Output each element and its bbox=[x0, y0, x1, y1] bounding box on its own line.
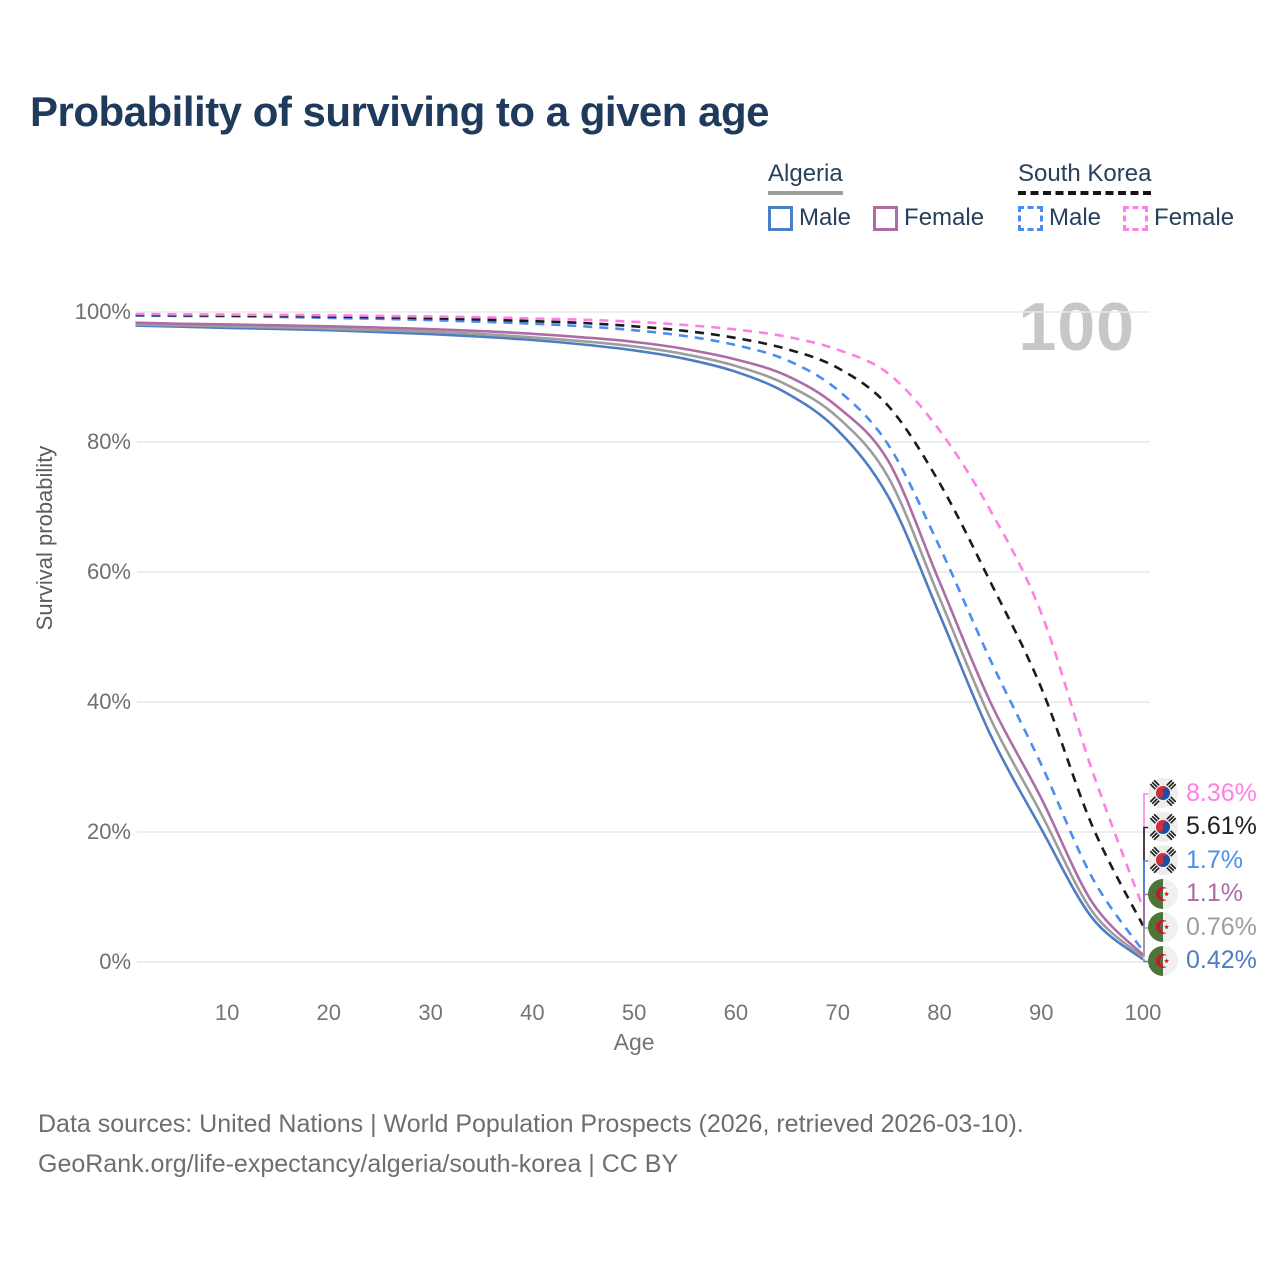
y-tick-label: 100% bbox=[75, 299, 131, 324]
legend-item-south-korea-female[interactable]: Female bbox=[1123, 204, 1234, 232]
legend-group-algeria-title: Algeria bbox=[768, 160, 843, 195]
y-tick-label: 0% bbox=[99, 949, 131, 974]
x-tick-label: 70 bbox=[825, 1000, 849, 1025]
age-watermark: 100 bbox=[1018, 289, 1135, 365]
series-line[interactable] bbox=[135, 314, 1145, 952]
series-line[interactable] bbox=[135, 321, 1144, 956]
y-tick-label: 40% bbox=[87, 689, 131, 714]
legend-item-algeria-male[interactable]: Male bbox=[768, 204, 851, 232]
legend-item-label: Female bbox=[1154, 204, 1235, 231]
x-tick-label: 100 bbox=[1125, 1000, 1162, 1025]
x-tick-label: 10 bbox=[215, 1000, 239, 1025]
legend-group-south-korea: South Korea Male Female bbox=[1018, 160, 1234, 232]
south-korea-male-swatch-icon bbox=[1018, 205, 1043, 231]
x-tick-label: 80 bbox=[927, 1000, 951, 1025]
south-korea-female-swatch-icon bbox=[1123, 205, 1149, 231]
legend-item-algeria-female[interactable]: Female bbox=[873, 204, 984, 232]
end-label-connector bbox=[1143, 959, 1152, 963]
x-tick-label: 60 bbox=[724, 1000, 748, 1025]
end-label-connector bbox=[1143, 826, 1152, 926]
legend-item-label: Male bbox=[1049, 204, 1102, 231]
x-tick-label: 50 bbox=[622, 1000, 646, 1025]
series-line[interactable] bbox=[135, 312, 1145, 909]
legend-group-south-korea-title: South Korea bbox=[1018, 160, 1152, 195]
legend-item-label: Female bbox=[904, 204, 985, 231]
legend-item-label: Male bbox=[799, 204, 852, 231]
end-label-connector bbox=[1143, 860, 1152, 951]
series-line[interactable] bbox=[135, 313, 1145, 927]
legend-group-algeria: Algeria Male Female bbox=[768, 160, 984, 232]
end-label-connector bbox=[1143, 893, 1152, 955]
algeria-male-swatch-icon bbox=[768, 205, 793, 231]
x-tick-label: 20 bbox=[317, 1000, 341, 1025]
algeria-female-swatch-icon bbox=[873, 205, 899, 231]
series-line[interactable] bbox=[135, 323, 1144, 959]
x-tick-label: 90 bbox=[1029, 1000, 1053, 1025]
x-tick-label: 40 bbox=[520, 1000, 544, 1025]
end-label-connector bbox=[1143, 927, 1152, 958]
footer-data-sources: Data sources: United Nations | World Pop… bbox=[38, 1110, 1024, 1138]
y-tick-label: 80% bbox=[87, 429, 131, 454]
footer-attribution: GeoRank.org/life-expectancy/algeria/sout… bbox=[38, 1150, 679, 1178]
x-axis-title: Age bbox=[614, 1029, 655, 1055]
x-tick-label: 30 bbox=[418, 1000, 442, 1025]
series-line[interactable] bbox=[135, 324, 1144, 961]
legend-item-south-korea-male[interactable]: Male bbox=[1018, 204, 1101, 232]
page-title: Probability of surviving to a given age bbox=[30, 88, 769, 135]
y-tick-label: 60% bbox=[87, 559, 131, 584]
end-label-connector bbox=[1143, 793, 1152, 908]
y-tick-label: 20% bbox=[87, 819, 131, 844]
